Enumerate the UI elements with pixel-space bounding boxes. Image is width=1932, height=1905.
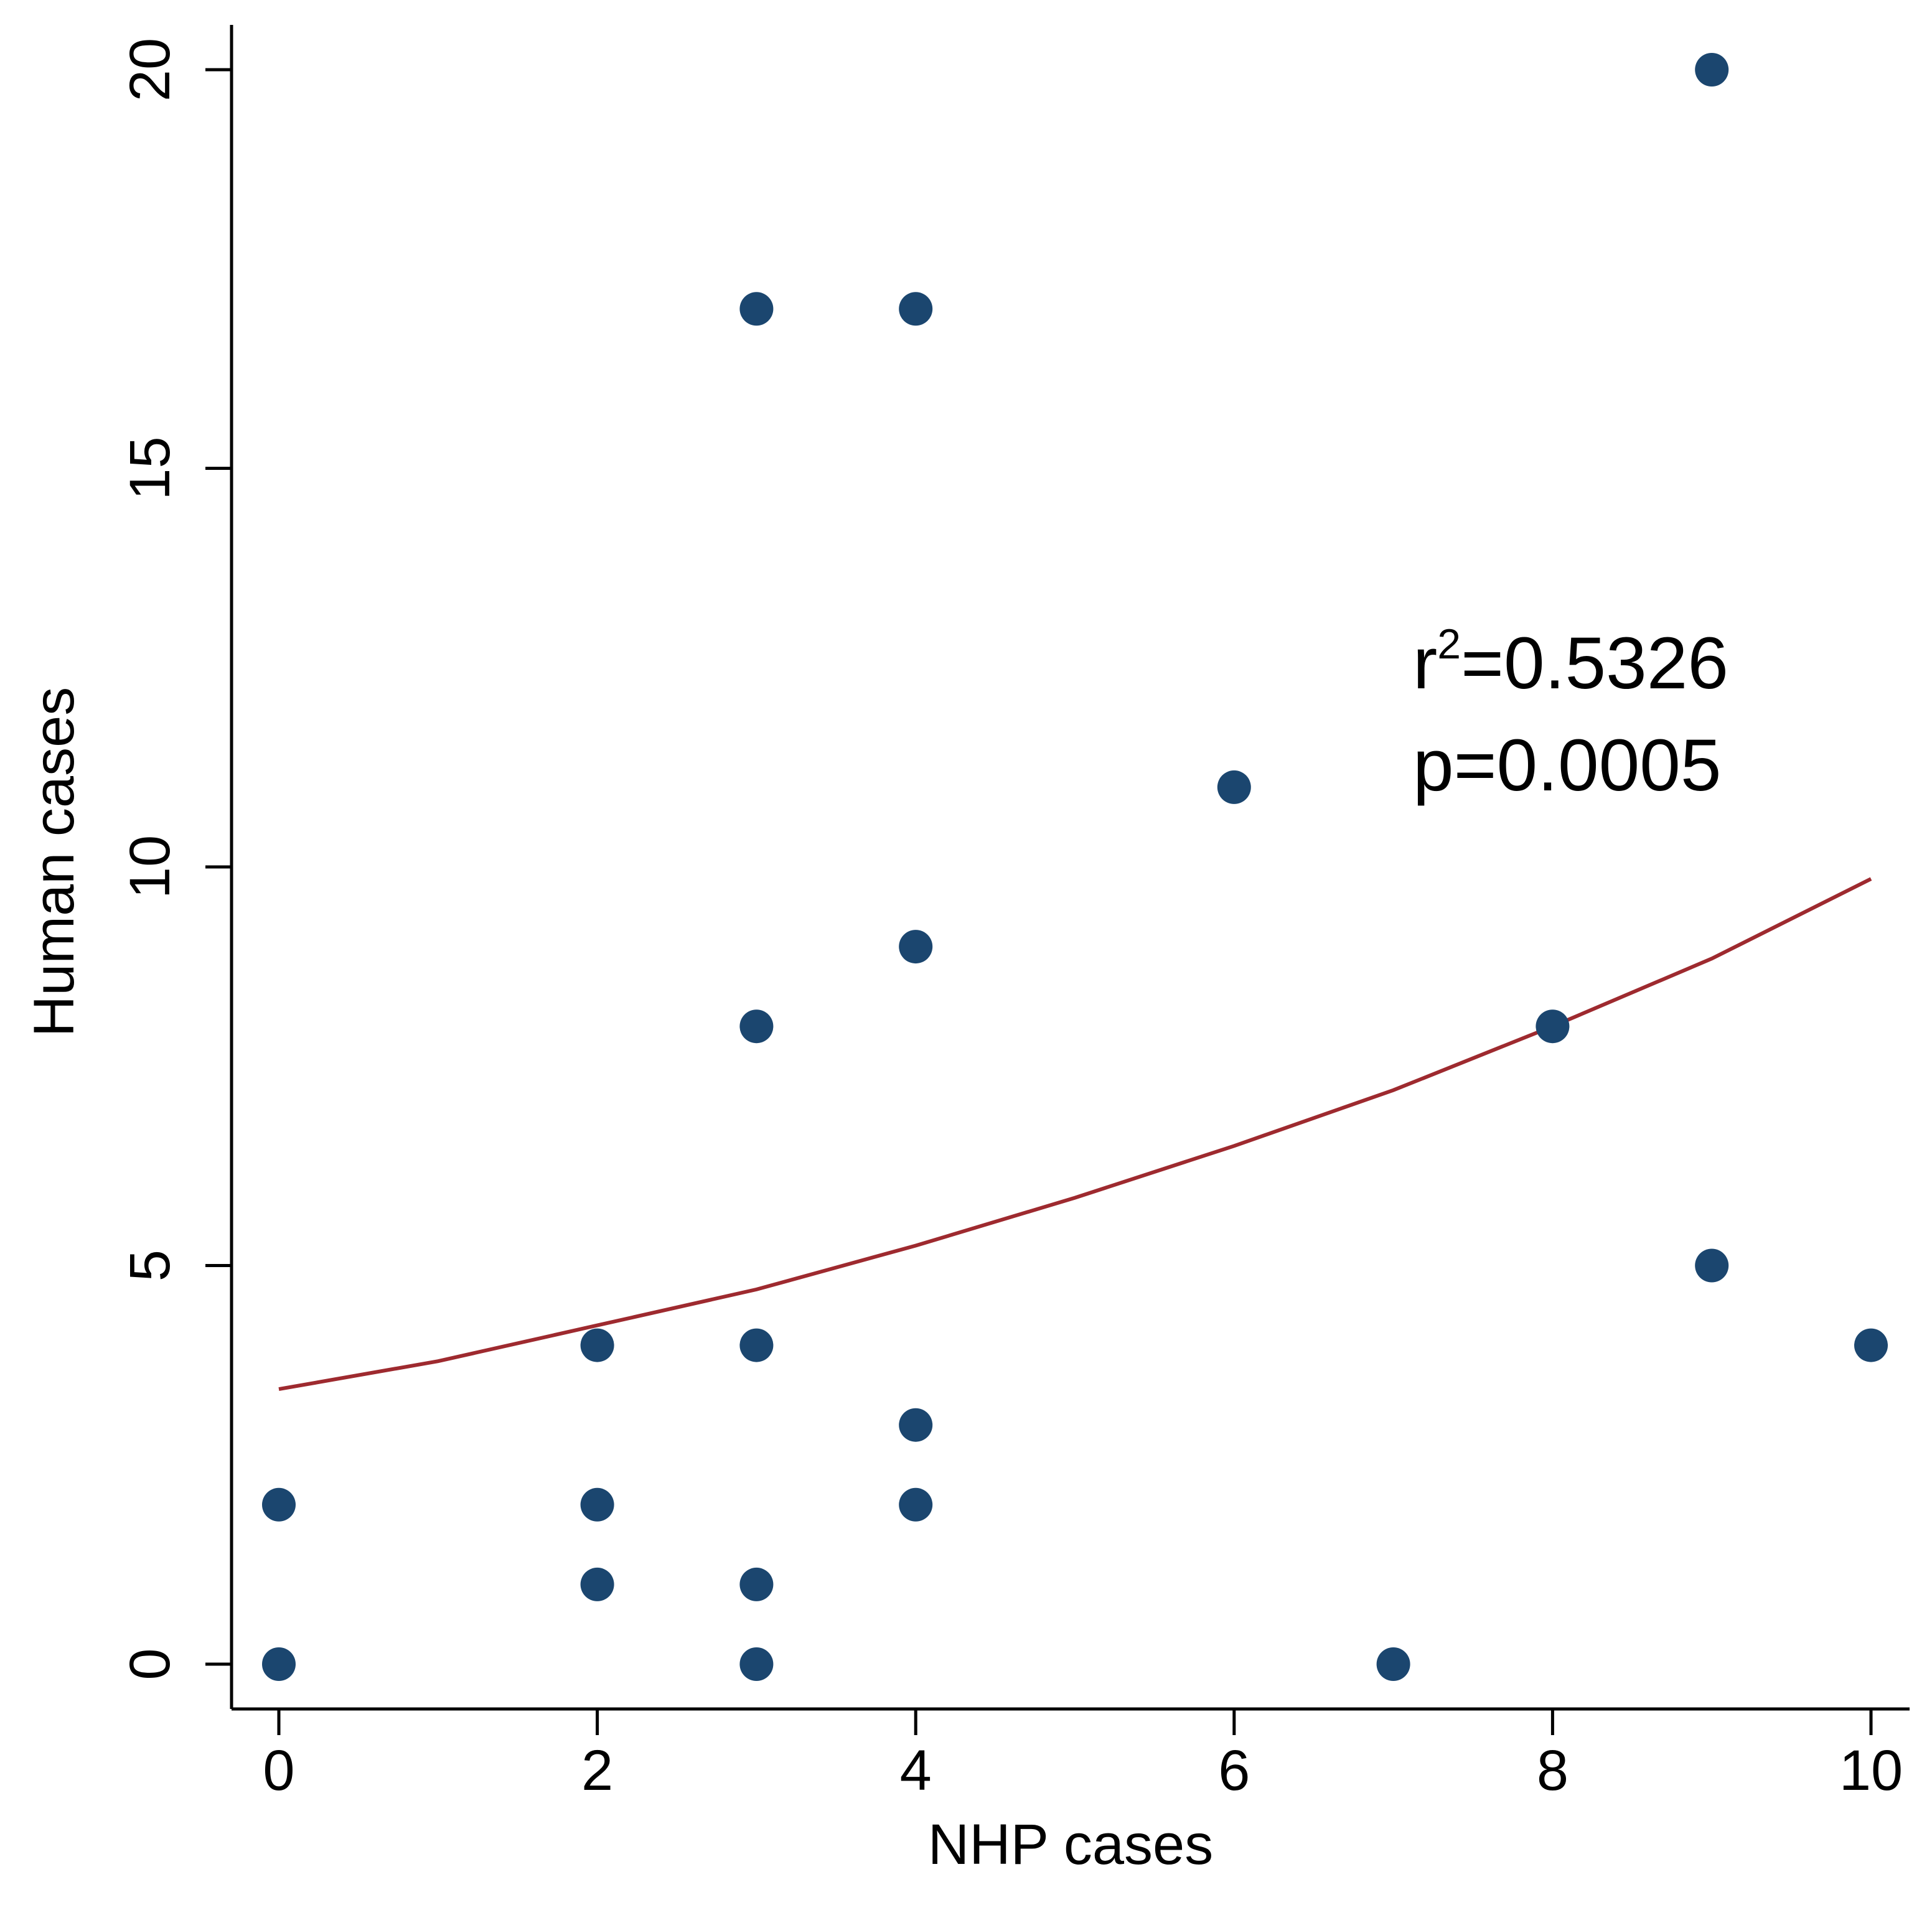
y-tick-label: 0 <box>118 1648 182 1680</box>
data-point <box>899 930 933 964</box>
x-tick-label: 4 <box>900 1739 932 1802</box>
data-point <box>580 1487 614 1522</box>
x-tick-label: 2 <box>581 1739 613 1802</box>
x-tick-label: 10 <box>1839 1739 1903 1802</box>
data-point <box>899 1408 933 1442</box>
data-point <box>739 1009 774 1044</box>
data-point <box>1695 53 1729 87</box>
p-value-annotation: p=0.0005 <box>1413 724 1721 807</box>
r-squared-annotation: r2=0.5326 <box>1413 620 1728 704</box>
x-tick-label: 0 <box>263 1739 294 1802</box>
y-tick-label: 20 <box>118 38 182 101</box>
y-axis-title: Human cases <box>22 687 86 1037</box>
data-point <box>580 1567 614 1601</box>
data-point <box>739 1567 774 1601</box>
x-axis-title: NHP cases <box>928 1813 1213 1876</box>
r-squared-base: r <box>1413 622 1437 704</box>
data-point <box>739 292 774 326</box>
fit-curve <box>278 877 1872 1392</box>
data-point <box>1854 1328 1888 1362</box>
x-tick-label: 8 <box>1537 1739 1569 1802</box>
axes: 0 2 4 6 8 10 0 5 10 15 20 <box>118 25 1910 1802</box>
data-point <box>1536 1009 1570 1044</box>
y-tick-label: 10 <box>118 835 182 899</box>
fit-curve-layer <box>278 877 1872 1392</box>
r-squared-sup: 2 <box>1437 620 1461 668</box>
data-point <box>739 1647 774 1681</box>
data-point <box>1376 1647 1410 1681</box>
r-squared-value: =0.5326 <box>1461 622 1728 704</box>
data-point <box>899 1487 933 1522</box>
data-point <box>580 1328 614 1362</box>
y-tick-label: 5 <box>118 1250 182 1281</box>
data-point <box>1695 1248 1729 1283</box>
y-tick-label: 15 <box>118 436 182 500</box>
data-point <box>1217 770 1251 804</box>
data-point <box>262 1487 296 1522</box>
points-layer <box>262 53 1888 1681</box>
data-point <box>739 1328 774 1362</box>
x-tick-label: 6 <box>1218 1739 1250 1802</box>
data-point <box>262 1647 296 1681</box>
data-point <box>899 292 933 326</box>
